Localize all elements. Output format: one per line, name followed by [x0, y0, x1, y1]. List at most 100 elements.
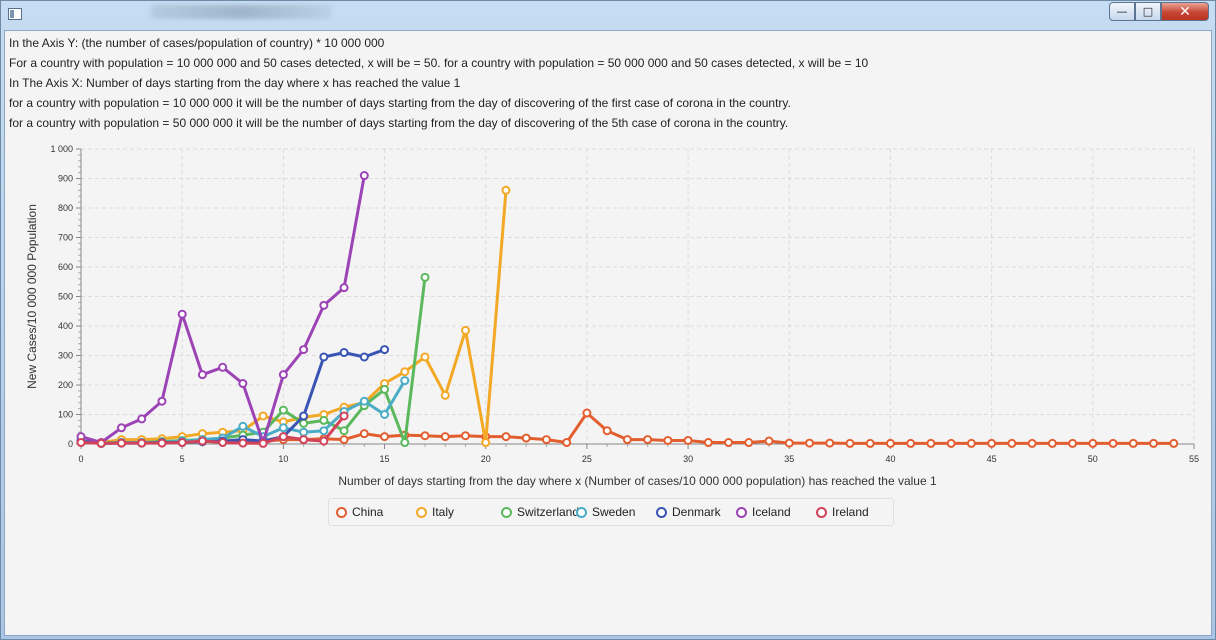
series-switzerland — [76, 272, 430, 448]
legend-symbol-icon — [416, 506, 427, 518]
data-point — [805, 438, 815, 448]
data-point — [744, 438, 754, 448]
data-point — [116, 423, 126, 433]
data-point — [278, 432, 288, 442]
legend-item-ireland: Ireland — [816, 505, 869, 519]
data-point — [359, 352, 369, 362]
y-tick-label: 300 — [58, 351, 73, 361]
data-point — [440, 432, 450, 442]
legend-symbol-icon — [736, 506, 747, 518]
legend-label: Ireland — [832, 505, 869, 519]
data-point — [1108, 438, 1118, 448]
legend-item-denmark: Denmark — [656, 505, 721, 519]
data-point — [238, 438, 248, 448]
data-point — [663, 435, 673, 445]
data-point — [865, 438, 875, 448]
data-point — [784, 438, 794, 448]
data-point — [359, 429, 369, 439]
data-point — [1047, 438, 1057, 448]
series-line — [80, 277, 427, 445]
legend-item-iceland: Iceland — [736, 505, 791, 519]
note-line-2: For a country with population = 10 000 0… — [9, 56, 869, 70]
data-point — [501, 185, 511, 195]
legend-label: Denmark — [672, 505, 721, 519]
app-icon — [8, 8, 22, 20]
data-point — [339, 426, 349, 436]
data-point — [96, 438, 106, 448]
series-iceland — [76, 171, 369, 448]
title-bar: — □ ✕ — [1, 1, 1215, 29]
data-point — [359, 396, 369, 406]
x-tick-label: 40 — [885, 454, 895, 464]
data-point — [380, 345, 390, 355]
data-point — [602, 426, 612, 436]
data-point — [420, 352, 430, 362]
data-point — [319, 300, 329, 310]
data-point — [622, 435, 632, 445]
data-point — [380, 384, 390, 394]
data-point — [278, 405, 288, 415]
legend-item-sweden: Sweden — [576, 505, 635, 519]
legend-symbol-icon — [576, 506, 587, 518]
data-point — [278, 370, 288, 380]
data-point — [157, 396, 167, 406]
data-point — [359, 171, 369, 181]
data-point — [460, 431, 470, 441]
data-point — [926, 438, 936, 448]
data-point — [299, 427, 309, 437]
note-line-1: In the Axis Y: (the number of cases/popu… — [9, 36, 385, 50]
data-point — [238, 421, 248, 431]
data-point — [177, 438, 187, 448]
data-point — [845, 438, 855, 448]
data-point — [1128, 438, 1138, 448]
data-point — [116, 438, 126, 448]
data-point — [380, 410, 390, 419]
series-italy — [76, 185, 511, 448]
data-point — [76, 438, 86, 448]
x-tick-label: 50 — [1088, 454, 1098, 464]
legend-item-china: China — [336, 505, 383, 519]
series-line — [80, 190, 508, 444]
chart-grid — [81, 148, 1195, 444]
data-point — [966, 438, 976, 448]
data-point — [137, 438, 147, 448]
content-area: In the Axis Y: (the number of cases/popu… — [4, 30, 1212, 636]
minimize-button[interactable]: — — [1109, 2, 1135, 21]
x-tick-label: 10 — [278, 454, 288, 464]
legend-symbol-icon — [501, 506, 512, 518]
data-point — [137, 414, 147, 424]
data-point — [1007, 438, 1017, 448]
x-tick-label: 15 — [380, 454, 390, 464]
data-point — [481, 438, 491, 448]
y-tick-label: 100 — [58, 410, 73, 420]
blurred-title-area — [151, 5, 331, 19]
maximize-button[interactable]: □ — [1135, 2, 1161, 21]
y-tick-label: 400 — [58, 321, 73, 331]
data-point — [157, 438, 167, 448]
legend-label: Iceland — [752, 505, 791, 519]
x-tick-label: 0 — [78, 454, 83, 464]
y-tick-label: 0 — [68, 439, 73, 449]
x-tick-label: 45 — [987, 454, 997, 464]
data-point — [400, 376, 410, 386]
note-line-4: for a country with population = 10 000 0… — [9, 96, 791, 110]
data-point — [197, 370, 207, 380]
maximize-icon: □ — [1142, 5, 1154, 18]
data-point — [1149, 438, 1159, 448]
chart-axes: 0 100 200 300 400 500 600 700 800 900 1 000 0 5 10 15 2… — [50, 144, 1199, 464]
data-point — [440, 390, 450, 400]
x-tick-label: 5 — [180, 454, 185, 464]
data-point — [319, 352, 329, 362]
x-tick-label: 20 — [481, 454, 491, 464]
minimize-icon: — — [1116, 5, 1128, 18]
data-point — [258, 438, 268, 448]
close-button[interactable]: ✕ — [1161, 2, 1209, 21]
data-point — [400, 438, 410, 448]
data-point — [703, 438, 713, 448]
y-tick-label: 200 — [58, 380, 73, 390]
data-point — [380, 432, 390, 442]
data-point — [420, 431, 430, 441]
note-line-5: for a country with population = 50 000 0… — [9, 116, 789, 130]
data-point — [299, 411, 309, 421]
x-tick-label: 35 — [784, 454, 794, 464]
